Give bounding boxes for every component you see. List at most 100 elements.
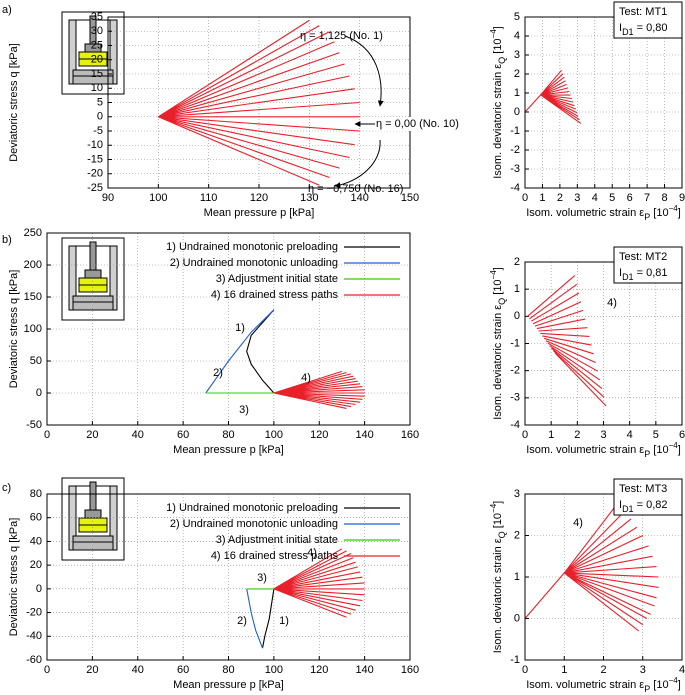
annotation: η = 1,125 (No. 1) bbox=[300, 30, 383, 42]
legend-label: 1) Undrained monotonic preloading bbox=[166, 241, 338, 253]
legend-label: 4) 16 drained stress paths bbox=[211, 550, 339, 562]
y-tick-label: 4 bbox=[514, 30, 520, 42]
y-axis-label: Isom. deviatoric strain εQ [10−4] bbox=[489, 26, 508, 179]
x-tick-label: 80 bbox=[222, 664, 234, 676]
x-tick-label: 150 bbox=[401, 192, 419, 204]
panel-label: a) bbox=[2, 4, 12, 16]
x-tick-label: 2 bbox=[574, 429, 580, 441]
y-tick-label: 80 bbox=[30, 488, 42, 500]
x-tick-label: 0 bbox=[522, 192, 528, 204]
y-tick-label: -4 bbox=[510, 182, 520, 194]
y-tick-label: 3 bbox=[514, 488, 520, 500]
y-tick-label: 0 bbox=[514, 310, 520, 322]
y-tick-label: -15 bbox=[87, 153, 103, 165]
annotation: 4) bbox=[307, 547, 317, 559]
x-tick-label: 2 bbox=[557, 192, 563, 204]
x-tick-label: 5 bbox=[609, 192, 615, 204]
y-axis-label: Deviatoric stress q [kPa] bbox=[8, 43, 20, 162]
legend-label: 2) Undrained monotonic unloading bbox=[170, 257, 338, 269]
label-part: ] bbox=[678, 679, 681, 691]
x-tick-label: 140 bbox=[355, 664, 373, 676]
annotation: 2) bbox=[213, 367, 223, 379]
x-tick-label: 20 bbox=[86, 664, 98, 676]
y-tick-label: 1 bbox=[514, 571, 520, 583]
annotation: 3) bbox=[257, 572, 267, 584]
data-line bbox=[540, 69, 582, 124]
y-tick-label: 1 bbox=[514, 283, 520, 295]
y-tick-label: 0 bbox=[36, 583, 42, 595]
y-tick-label: 10 bbox=[91, 82, 103, 94]
annotation: 2) bbox=[237, 615, 247, 627]
plot-frame bbox=[107, 16, 411, 189]
x-tick-label: 120 bbox=[250, 192, 268, 204]
annotation-arrows bbox=[334, 35, 384, 189]
x-tick-label: 1 bbox=[539, 192, 545, 204]
x-tick-label: 3 bbox=[574, 192, 580, 204]
x-tick-label: 8 bbox=[661, 192, 667, 204]
label-part: ] bbox=[678, 207, 681, 219]
y-tick-label: -50 bbox=[26, 419, 42, 431]
label-part: ] bbox=[492, 501, 504, 504]
annotation: 4) bbox=[573, 517, 583, 529]
label-part: Isom. deviatoric strain ε bbox=[492, 64, 504, 179]
label-part: Isom. volumetric strain ε bbox=[526, 207, 644, 219]
x-tick-label: 4 bbox=[679, 664, 685, 676]
test-box bbox=[613, 478, 683, 516]
annotation-bg bbox=[374, 117, 466, 131]
x-axis-label: Mean pressure p [kPa] bbox=[173, 679, 284, 691]
legend-label: 2) Undrained monotonic unloading bbox=[170, 518, 338, 530]
x-tick-label: 5 bbox=[653, 429, 659, 441]
x-tick-label: 2 bbox=[600, 664, 606, 676]
data-line bbox=[563, 506, 659, 632]
x-tick-label: 0 bbox=[44, 429, 50, 441]
label-part: [10 bbox=[492, 38, 504, 56]
y-tick-label: -3 bbox=[510, 163, 520, 175]
density-label: ID1 = 0,81 bbox=[619, 267, 668, 282]
label-part: = 0,80 bbox=[634, 22, 668, 34]
x-tick-label: 90 bbox=[102, 192, 114, 204]
label-part: = 0,82 bbox=[634, 499, 668, 511]
x-axis-label: Mean pressure p [kPa] bbox=[204, 207, 315, 219]
y-tick-label: 3 bbox=[514, 49, 520, 61]
label-part: ] bbox=[678, 444, 681, 456]
data-line bbox=[246, 309, 275, 394]
annotation: 4) bbox=[607, 297, 617, 309]
x-tick-label: 6 bbox=[627, 192, 633, 204]
y-axis-label: Isom. deviatoric strain εQ [10−4] bbox=[489, 501, 508, 654]
label-part: Isom. deviatoric strain ε bbox=[492, 305, 504, 420]
label-part: −4 bbox=[489, 270, 498, 280]
label-part: ] bbox=[492, 26, 504, 29]
y-tick-label: 0 bbox=[97, 111, 103, 123]
test-label: Test: MT3 bbox=[619, 483, 667, 495]
y-tick-label: 20 bbox=[91, 54, 103, 66]
y-tick-label: -2 bbox=[510, 365, 520, 377]
density-label: ID1 = 0,80 bbox=[619, 22, 668, 37]
data-line bbox=[273, 548, 365, 618]
data-line bbox=[205, 309, 275, 394]
annotation: 3) bbox=[239, 404, 249, 416]
x-tick-label: 160 bbox=[401, 664, 419, 676]
annotation: 1) bbox=[279, 615, 289, 627]
label-part: −4 bbox=[489, 503, 498, 513]
y-tick-label: 0 bbox=[514, 612, 520, 624]
y-tick-label: -40 bbox=[26, 630, 42, 642]
y-tick-label: 0 bbox=[514, 106, 520, 118]
x-axis-label: Isom. volumetric strain εP [10−4] bbox=[526, 441, 681, 460]
y-tick-label: 20 bbox=[30, 559, 42, 571]
y-tick-label: 60 bbox=[30, 512, 42, 524]
x-axis-label: Mean pressure p [kPa] bbox=[173, 444, 284, 456]
label-part: [10 bbox=[650, 679, 668, 691]
x-tick-label: 130 bbox=[300, 192, 318, 204]
x-tick-label: 60 bbox=[177, 664, 189, 676]
x-tick-label: 0 bbox=[522, 429, 528, 441]
x-tick-label: 40 bbox=[132, 429, 144, 441]
y-tick-label: -20 bbox=[87, 168, 103, 180]
data-line bbox=[524, 572, 565, 619]
y-tick-label: -2 bbox=[510, 144, 520, 156]
test-box bbox=[613, 1, 683, 39]
y-tick-label: 200 bbox=[24, 259, 42, 271]
plot-frame bbox=[524, 16, 683, 189]
plot-frame bbox=[46, 232, 411, 426]
data-line bbox=[527, 275, 607, 407]
